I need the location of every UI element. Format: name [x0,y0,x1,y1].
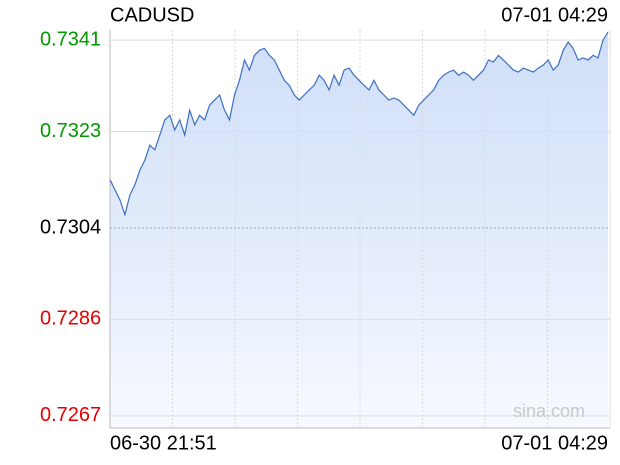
chart-title: CADUSD [110,4,194,26]
time-label: 07-01 04:29 [501,4,608,26]
area [110,32,608,428]
y-tick-label: 0.7267 [40,404,101,426]
y-tick-label: 0.7323 [40,120,101,142]
y-tick-label: 0.7286 [40,308,101,330]
x-tick-label: 06-30 21:51 [110,432,217,454]
x-tick-label: 07-01 04:29 [501,432,608,454]
y-tick-label: 0.7304 [40,216,101,238]
price-line [109,31,609,217]
y-tick-label: 0.7341 [40,28,101,50]
watermark: sina.com [513,401,585,421]
